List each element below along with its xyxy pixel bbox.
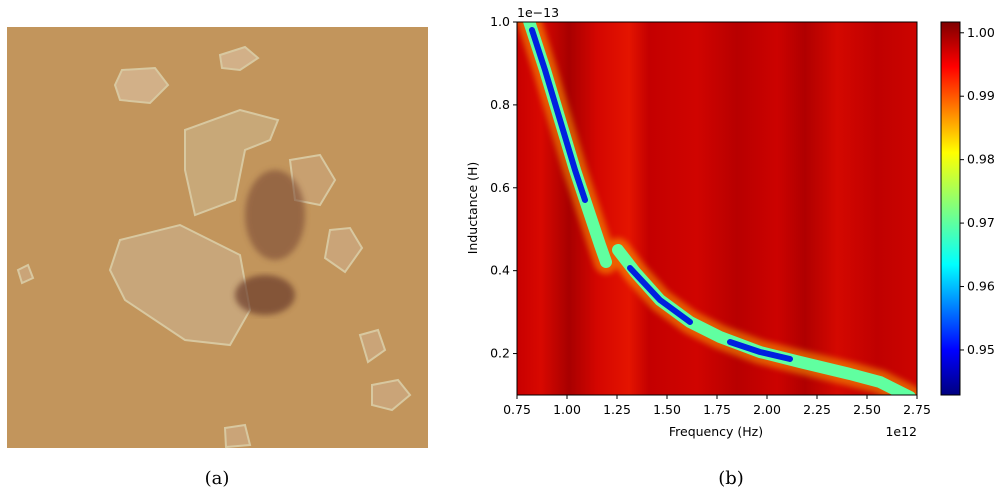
x-tick-label: 2.00 [753,402,781,417]
x-tick-label: 1.00 [553,402,581,417]
caption: (a) [205,468,230,489]
x-tick-label: 1.25 [603,402,631,417]
y-tick-label: 0.6 [490,180,510,195]
x-tick-label: 2.25 [803,402,831,417]
y-label: Inductance (H) [465,162,480,255]
colorbar-tick-label: 1.00 [967,25,995,40]
y-tick-label: 1.0 [490,14,510,29]
heatmap [517,22,917,395]
colorbar-tick-label: 0.98 [967,152,995,167]
y-tick-label: 0.8 [490,97,510,112]
x-tick-label: 1.50 [653,402,681,417]
y-offset: 1e−13 [517,5,559,20]
y-tick-label: 0.4 [490,263,510,278]
x-tick-label: 0.75 [503,402,531,417]
colorbar-tick-label: 0.95 [967,342,995,357]
x-tick-label: 2.75 [903,402,931,417]
y-tick-label: 0.2 [490,346,510,361]
caption: (b) [718,468,744,489]
x-offset: 1e12 [885,424,917,439]
x-label: Frequency (Hz) [669,424,763,439]
colorbar-tick-label: 0.99 [967,88,995,103]
micrograph [7,27,428,449]
colorbar-tick-label: 0.97 [967,215,995,230]
colorbar-tick-label: 0.96 [967,279,995,294]
x-tick-label: 2.50 [853,402,881,417]
colorbar [940,21,961,396]
x-tick-label: 1.75 [703,402,731,417]
